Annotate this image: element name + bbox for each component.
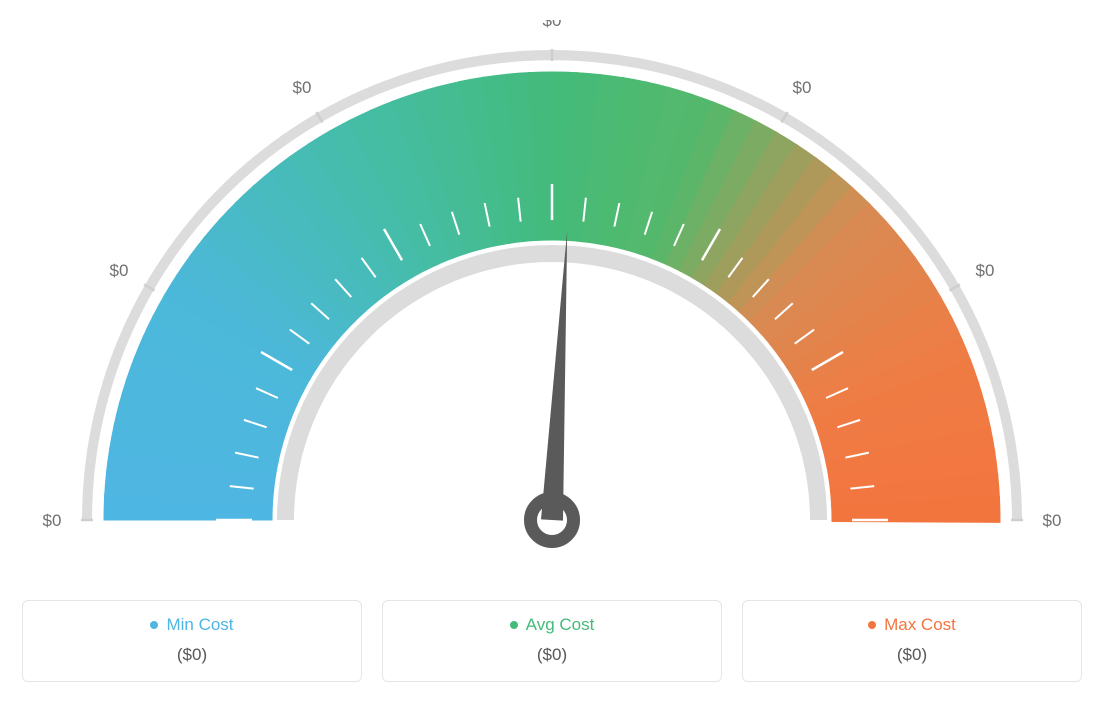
legend-label-avg: Avg Cost — [401, 615, 703, 635]
tick-label: $0 — [110, 261, 129, 280]
legend-card-max: Max Cost ($0) — [742, 600, 1082, 682]
legend-dot-min — [150, 621, 158, 629]
legend-card-avg: Avg Cost ($0) — [382, 600, 722, 682]
tick-label: $0 — [793, 78, 812, 97]
legend-value-min: ($0) — [41, 645, 343, 665]
tick-label: $0 — [43, 511, 62, 530]
legend-dot-avg — [510, 621, 518, 629]
legend-value-avg: ($0) — [401, 645, 703, 665]
gauge-needle — [531, 230, 574, 541]
cost-gauge-chart: $0$0$0$0$0$0$0 Min Cost($0)Avg Cost($0)M… — [20, 20, 1084, 682]
legend-text-min: Min Cost — [166, 615, 233, 635]
legend-value-max: ($0) — [761, 645, 1063, 665]
tick-label: $0 — [976, 261, 995, 280]
gauge-svg: $0 $0 $0 $0 $0 $0 $0 — [20, 20, 1084, 580]
legend-text-max: Max Cost — [884, 615, 956, 635]
legend-label-max: Max Cost — [761, 615, 1063, 635]
legend-label-min: Min Cost — [41, 615, 343, 635]
tick-label: $0 — [293, 78, 312, 97]
legend-row: Min Cost ($0) Avg Cost ($0) Max Cost ($0) — [20, 600, 1084, 682]
legend-dot-max — [868, 621, 876, 629]
legend-card-min: Min Cost ($0) — [22, 600, 362, 682]
tick-label: $0 — [543, 20, 562, 30]
tick-label: $0 — [1043, 511, 1062, 530]
legend-text-avg: Avg Cost — [526, 615, 595, 635]
